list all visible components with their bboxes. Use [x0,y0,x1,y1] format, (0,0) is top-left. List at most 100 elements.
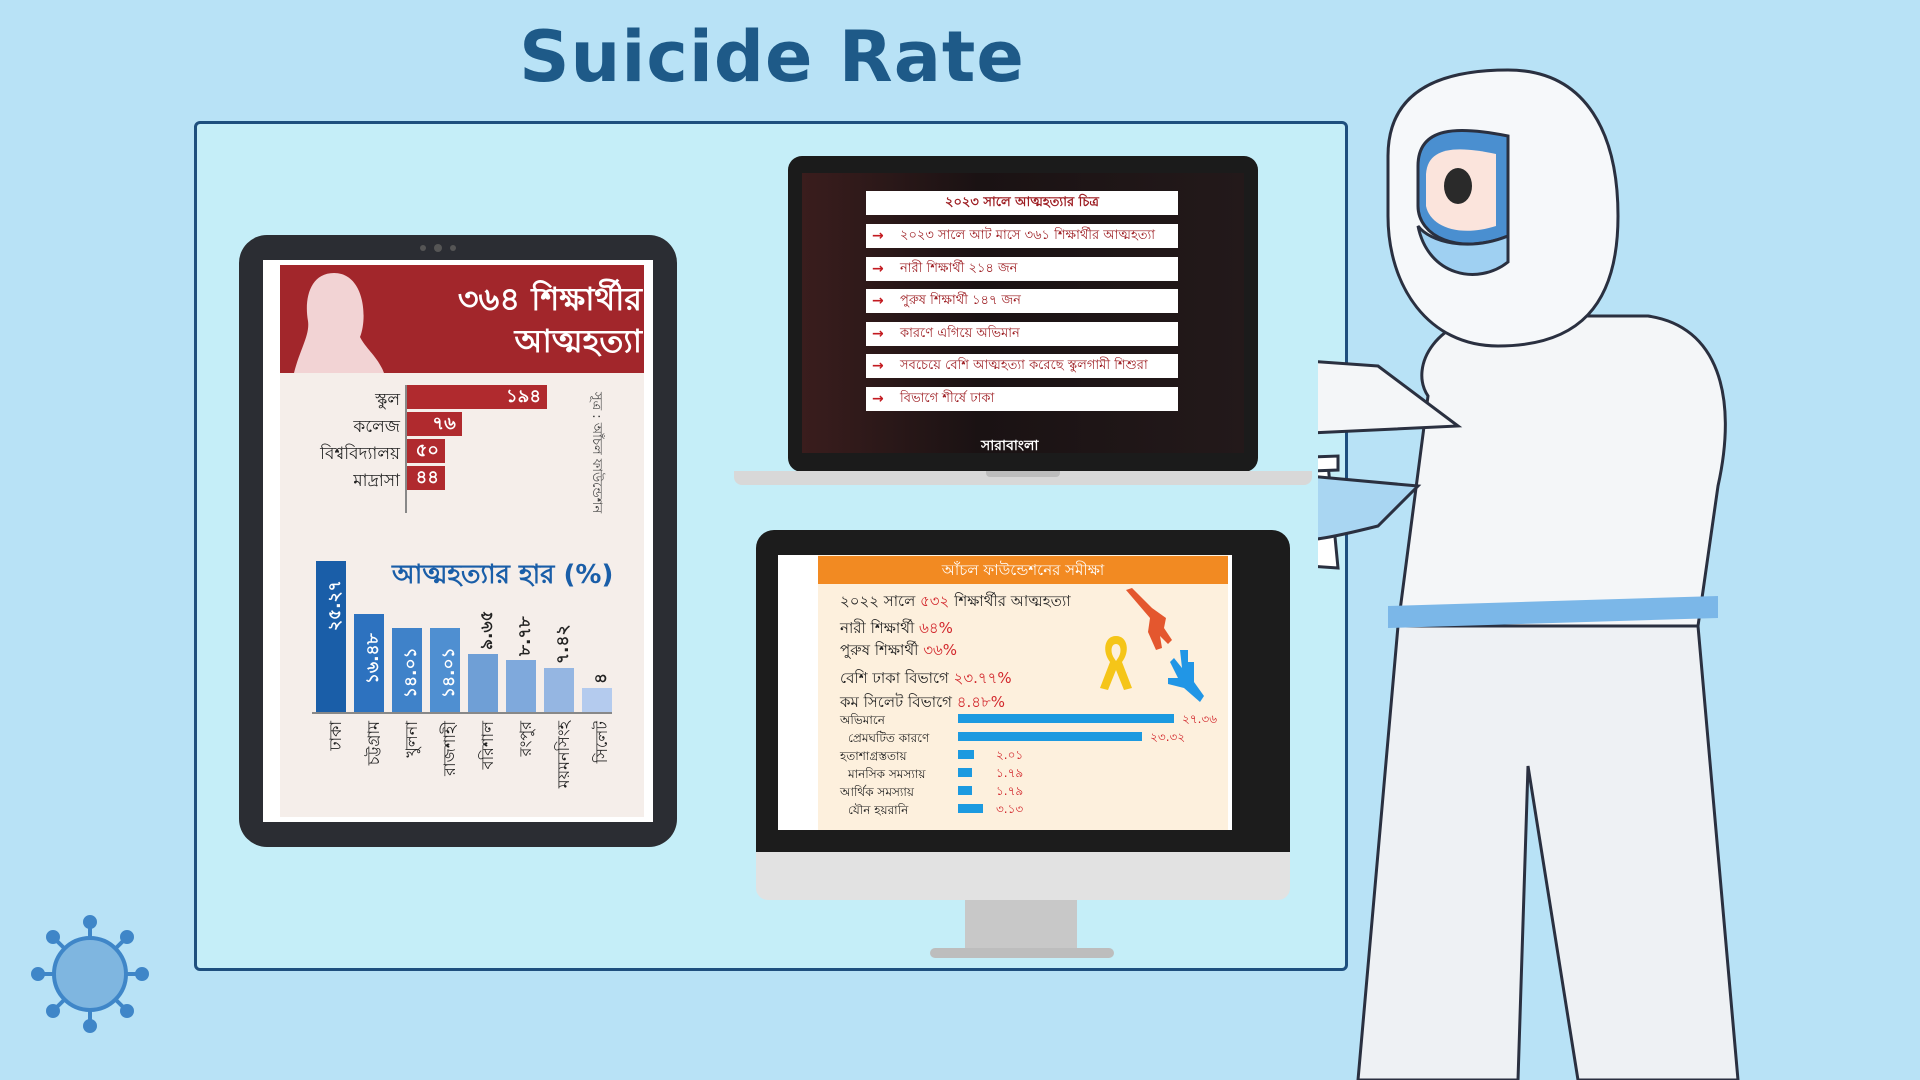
arrow-right-icon: → [872,293,884,310]
reason-bar [958,732,1143,741]
survey-slide [818,555,1228,830]
source-note: সূত্র : আঁচল ফাউন্ডেশন [589,392,604,514]
monitor-stand [965,900,1077,954]
category-bar-chart: স্কুল ১৯৪ কলেজ ৭৬ বিশ্ববিদ্যালয় ৫০ মাদ্রাসা ৪৪ [280,385,644,515]
reason-bar [958,786,973,795]
category-bar: ১৯৪ [407,385,547,409]
rate-bar [544,667,574,712]
category-bar: ৭৬ [407,412,462,436]
male-label: পুরুষ শিক্ষার্থী [840,641,919,659]
monitor-foot [930,948,1114,958]
male-percent: ৩৬% [923,641,957,659]
reason-bar [958,750,974,759]
total-number: ৫৩২ [920,592,950,610]
total-suffix: শিক্ষার্থীর আত্মহত্যা [954,592,1071,610]
category-label: বিশ্ববিদ্যালয় [320,444,400,464]
lowest-percent: ৪.৪৮% [956,693,1005,711]
reason-bar [958,714,1174,723]
rate-bar [468,654,498,712]
female-percent: ৬৪% [919,619,953,637]
rate-chart-title: আত্মহত্যার হার (%) [392,560,614,590]
reason-value: ৩.১৩ [996,802,1024,816]
reason-value: ২৭.৩৬ [1182,712,1218,726]
brand-logo: সারাবাংলা [981,438,1039,454]
reason-label: হতাশাগ্রস্ততায় [840,749,907,763]
lowest-division-line: কম সিলেট বিভাগে ৪.৪৮% [840,691,1005,716]
reason-bar-chart: অভিমানে ২৭.৩৬ প্রেমঘটিত কারণে ২৩.৩২ হতাশাগ্র… [838,712,1218,824]
rate-bar [316,561,346,712]
category-label: কলেজ [353,417,400,437]
division-rate-chart: ২৫.২৭ ঢাকা ১৬.৪৮ চট্টগ্রাম ১৪.০১ খুলনা ১৪.০১ রা… [312,555,612,788]
reason-label: প্রেমঘটিত কারণে [848,731,930,745]
reaching-hand-icon [1126,588,1172,650]
rate-value: ১৪.০১ [401,647,421,699]
virus-icon [31,915,149,1033]
rate-value: ২৫.২৭ [325,580,345,632]
female-line: নারী শিক্ষার্থী ৬৪% [840,617,953,642]
division-label: চট্টগ্রাম [364,721,383,766]
category-label: স্কুল [375,390,400,410]
tablet-camera [418,244,458,252]
reason-value: ১.৭৯ [996,784,1024,798]
reason-label: অভিমানে [840,713,885,727]
highest-label: বেশি ঢাকা বিভাগে [840,669,949,687]
woman-silhouette-icon [294,273,384,373]
rate-value: ১৬.৪৮ [363,633,383,684]
reason-bar [958,804,983,813]
rate-value: ৭.৪২ [553,624,573,664]
gloved-hand-icon [1168,650,1204,702]
lowest-label: কম সিলেট বিভাগে [840,693,952,711]
highest-division-line: বেশি ঢাকা বিভাগে ২৩.৭৭% [840,667,1012,692]
laptop-slide-row: → সবচেয়ে বেশি আত্মহত্যা করেছে স্কুলগামী … [866,354,1178,379]
hazmat-doctor-illustration [1318,68,1740,1080]
survey-header: আঁচল ফাউন্ডেশনের সমীক্ষা [818,556,1228,584]
reason-bar [958,768,973,777]
arrow-right-icon: → [872,260,884,277]
rate-bar [582,688,612,712]
division-label: সিলেট [592,721,611,764]
division-label: রংপুর [516,721,535,757]
rate-bar [506,659,536,712]
reason-label: যৌন হয়রানি [848,803,909,817]
laptop-base [734,471,1312,485]
laptop-slide-row-text: সবচেয়ে বেশি আত্মহত্যা করেছে স্কুলগামী শ… [900,358,1148,374]
laptop-slide-title: ২০২৩ সালে আত্মহত্যার চিত্র [866,191,1178,215]
laptop-slide-row: → পুরুষ শিক্ষার্থী ১৪৭ জন [866,289,1178,314]
reason-label: আর্থিক সমস্যায় [840,785,914,799]
arrow-right-icon: → [872,325,884,342]
rate-bar [430,628,460,712]
tablet-headline-banner [280,265,644,373]
arrow-right-icon: → [872,391,884,407]
division-label: খুলনা [402,721,421,758]
laptop-slide-row: → নারী শিক্ষার্থী ২১৪ জন [866,256,1178,281]
arrow-right-icon: → [872,228,884,244]
rate-bar [354,613,384,712]
laptop-slide-row-text: বিভাগে শীর্ষে ঢাকা [900,391,995,406]
category-bar: ৪৪ [407,466,445,490]
monitor-chin [756,852,1290,900]
rate-axis [312,712,612,714]
awareness-ribbon-icon [1100,636,1132,690]
female-label: নারী শিক্ষার্থী [840,619,915,637]
highest-percent: ২৩.৭৭% [953,669,1012,687]
laptop-slide-row-text: পুরুষ শিক্ষার্থী ১৪৭ জন [900,293,1021,309]
laptop-slide-row: → ২০২৩ সালে আট মাসে ৩৬১ শিক্ষার্থীর আত্মহ… [866,224,1178,248]
rate-value: ৮.৭৮ [515,616,535,656]
reason-label: মানসিক সমস্যায় [848,767,926,781]
category-axis [405,385,407,513]
rate-value: ১৪.০১ [439,647,459,699]
laptop-slide-row-text: ২০২৩ সালে আট মাসে ৩৬১ শিক্ষার্থীর আত্মহত… [900,228,1156,243]
tablet-headline: ৩৬৪ শিক্ষার্থীর আত্মহত্যা [457,280,642,360]
total-prefix: ২০২২ সালে [840,592,916,610]
category-bar: ৫০ [407,439,445,463]
division-label: ময়মনসিংহ [554,721,573,789]
reason-value: ১.৭৯ [996,766,1024,780]
division-label: বরিশাল [478,721,497,770]
reason-value: ২.০১ [996,748,1024,762]
laptop-slide-row-text: নারী শিক্ষার্থী ২১৪ জন [900,260,1018,276]
laptop-slide-row: → বিভাগে শীর্ষে ঢাকা [866,387,1178,411]
laptop-notch [986,471,1060,477]
rate-bar [392,628,422,712]
laptop-slide-row: → কারণে এগিয়ে অভিমান [866,321,1178,346]
male-line: পুরুষ শিক্ষার্থী ৩৬% [840,639,957,664]
